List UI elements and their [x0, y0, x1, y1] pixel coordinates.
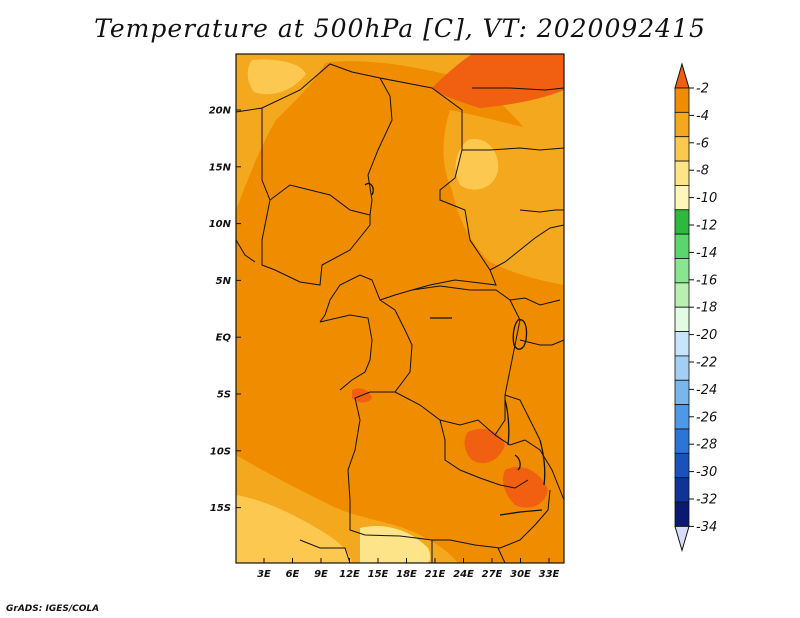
border-line-6	[347, 299, 433, 541]
colorbar-label: -12	[696, 219, 717, 234]
colorbar-bottom-triangle	[674, 525, 690, 553]
colorbar-swatch	[674, 111, 690, 138]
lake-tanganyika	[504, 399, 510, 446]
lake-chad	[364, 182, 374, 196]
border-line-4	[235, 239, 256, 263]
border-line-9	[439, 419, 529, 489]
lon-label: 6E	[286, 569, 300, 580]
lon-label: 27E	[482, 569, 503, 580]
field-minus2-southeast-a	[464, 428, 505, 464]
border-line-13	[519, 339, 565, 346]
colorbar-label: -34	[696, 520, 717, 535]
colorbar-swatch	[674, 209, 690, 235]
colorbar-swatch	[674, 87, 690, 113]
colorbar-label: -6	[696, 136, 709, 151]
colorbar-label: -10	[696, 191, 717, 206]
border-line-8	[394, 391, 526, 446]
lake-victoria	[512, 319, 528, 350]
lakes	[364, 182, 546, 516]
colorbar-label: -18	[696, 301, 717, 316]
lon-label: 18E	[396, 569, 417, 580]
colorbar: -2 -4 -6 -8 -10 -12 -14 -16 -18 -20 -22 -24 -26 -28 -3…	[674, 62, 717, 553]
border-line-19	[299, 539, 351, 564]
border-line-15	[462, 147, 565, 151]
colorbar-label: -2	[696, 82, 709, 97]
border-line-18	[489, 224, 565, 271]
temperature-field	[236, 54, 564, 563]
lon-label: 9E	[314, 569, 328, 580]
lat-label: 5S	[217, 390, 231, 401]
lon-label: 33E	[539, 569, 560, 580]
colorbar-swatch	[674, 477, 690, 503]
border-line-10	[432, 489, 551, 549]
lat-label: EQ	[216, 333, 232, 344]
colorbar-label: -30	[696, 465, 717, 480]
lat-label: 20N	[209, 106, 232, 117]
map-title: Temperature at 500hPa [C], VT: 202009241…	[94, 14, 706, 43]
lake-mweru	[514, 454, 521, 471]
colorbar-label: -22	[696, 356, 717, 371]
colorbar-label: -4	[696, 109, 709, 124]
lat-label: 10S	[210, 446, 231, 457]
border-line-11	[524, 439, 565, 501]
border-line-14	[504, 394, 541, 441]
grads-credit: GrADS: IGES/COLA	[6, 604, 100, 614]
colorbar-top-triangle	[674, 62, 690, 89]
lon-label: 24E	[453, 569, 474, 580]
border-line-2	[319, 77, 497, 323]
colorbar-swatch	[674, 355, 690, 381]
colorbar-swatch	[674, 306, 690, 332]
field-minus8-northwest	[247, 59, 306, 95]
colorbar-label: -32	[696, 493, 717, 508]
colorbar-label: -28	[696, 438, 717, 453]
latitude-axis: 20N 15N 10N 5N EQ 5S 10S 15S	[209, 106, 241, 514]
border-line-1	[235, 63, 393, 216]
border-line-12	[509, 297, 561, 306]
lake-kariba	[499, 509, 543, 516]
colorbar-swatch	[674, 379, 690, 406]
field-minus2-north	[432, 54, 564, 108]
colorbar-label: -14	[696, 246, 717, 261]
field-minus2-southeast-b	[503, 466, 548, 508]
colorbar-swatch	[674, 428, 690, 454]
lon-label: 15E	[368, 569, 389, 580]
border-line-17	[519, 209, 564, 213]
colorbar-swatch	[674, 452, 690, 479]
colorbar-swatch	[674, 501, 690, 527]
colorbar-swatch	[674, 282, 690, 308]
border-line-3	[261, 108, 371, 286]
colorbar-swatch	[674, 136, 690, 162]
lake-malawi	[539, 439, 546, 486]
field-minus8-northeast	[455, 139, 499, 190]
map-frame	[235, 53, 565, 564]
colorbar-swatch	[674, 185, 690, 211]
lon-label: 30E	[510, 569, 531, 580]
colorbar-label: -26	[696, 410, 717, 425]
colorbar-label: -16	[696, 273, 717, 288]
colorbar-swatch	[674, 331, 690, 357]
map-panel	[235, 53, 565, 564]
colorbar-swatch	[674, 233, 690, 259]
colorbar-label: -24	[696, 383, 717, 398]
lon-label: 21E	[425, 569, 446, 580]
lat-label: 10N	[209, 219, 232, 230]
lat-label: 15S	[210, 503, 231, 514]
colorbar-label: -20	[696, 328, 717, 343]
lat-label: 15N	[209, 162, 232, 173]
lat-label: 5N	[216, 276, 232, 287]
colorbar-swatch	[674, 404, 690, 430]
colorbar-swatch	[674, 160, 690, 186]
border-line-21	[497, 547, 506, 564]
colorbar-swatch	[674, 258, 690, 284]
field-minus8-southwest	[236, 495, 352, 563]
colorbar-label: -8	[696, 164, 709, 179]
lon-label: 3E	[257, 569, 271, 580]
border-line-5	[319, 314, 373, 391]
longitude-axis: 3E 6E 9E 12E 15E 18E 21E 24E 27E 30E 33E	[257, 558, 560, 580]
lon-label: 12E	[339, 569, 360, 580]
border-line-16	[472, 87, 565, 91]
